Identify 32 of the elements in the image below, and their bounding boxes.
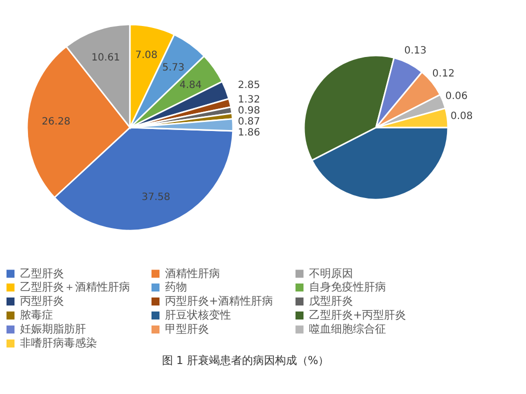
text: 图 1 肝衰竭患者的病因构成（%） [162, 354, 330, 367]
legend-label: 乙型肝炎＋酒精性肝病 [20, 280, 130, 294]
legend-label: 不明原因 [309, 266, 353, 280]
data-label: 0.06 [445, 91, 468, 102]
data-label: 1.32 [238, 94, 260, 106]
data-label: 1.86 [238, 128, 260, 139]
legend-label: 药物 [165, 280, 187, 294]
legend-label: 酒精性肝病 [165, 266, 220, 280]
data-label: 2.85 [238, 80, 260, 92]
data-label: 7.08 [135, 50, 158, 62]
data-label: 5.73 [162, 62, 185, 74]
data-label: 0.08 [450, 110, 473, 122]
data-label: 37.58 [142, 192, 170, 203]
data-label: 0.13 [404, 46, 426, 57]
data-label: 0.98 [238, 106, 260, 117]
legend-label: 丙型肝炎+酒精性肝病 [165, 294, 274, 308]
legend-label: 丙型肝炎 [20, 294, 64, 308]
legend-label: 噬血细胞综合征 [309, 322, 386, 336]
legend-label: 非嗜肝病毒感染 [20, 336, 97, 350]
data-label: 4.84 [179, 80, 202, 91]
legend-label: 乙型肝炎 [20, 266, 64, 280]
legend-label: 甲型肝炎 [165, 322, 209, 336]
legend-label: 肝豆状核变性 [165, 308, 231, 322]
data-label: 0.87 [238, 116, 260, 128]
legend-label: 自身免疫性肝病 [309, 280, 386, 294]
legend-label: 脓毒症 [20, 308, 53, 322]
legend-label: 妊娠期脂肪肝 [20, 322, 86, 336]
legend-label: 戊型肝炎 [309, 294, 353, 308]
data-label: 0.12 [432, 68, 455, 80]
data-label: 10.61 [91, 52, 120, 64]
data-label: 26.28 [42, 116, 70, 128]
legend-label: 乙型肝炎+丙型肝炎 [309, 308, 406, 322]
